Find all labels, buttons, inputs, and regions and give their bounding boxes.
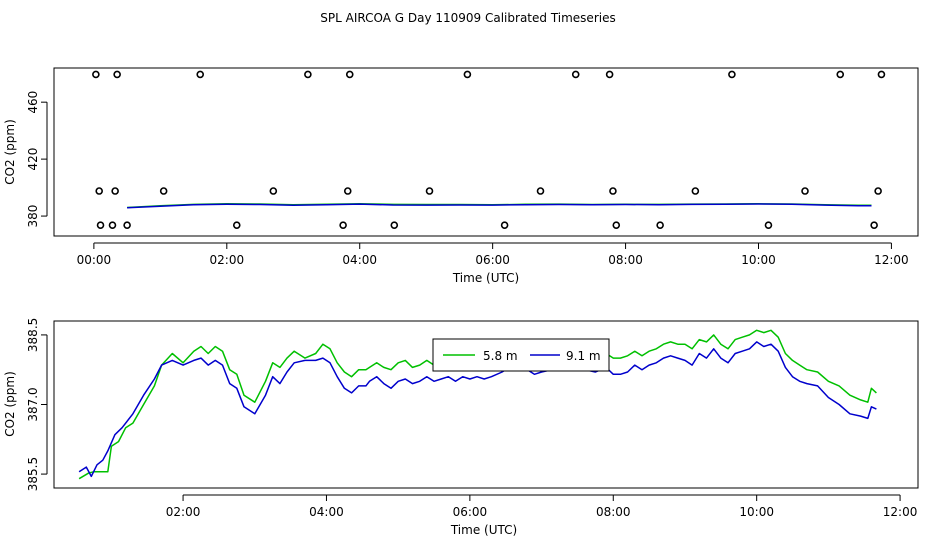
calibration-point: [605, 70, 614, 79]
x-tick-label: 10:00: [741, 253, 776, 267]
calibration-point: [304, 70, 312, 79]
x-tick-label: 04:00: [342, 253, 377, 267]
x-tick-label: 04:00: [309, 505, 344, 519]
calibration-point: [463, 70, 472, 79]
calibration-point: [836, 70, 845, 79]
calibration-point: [500, 221, 509, 229]
calibration-point: [92, 70, 100, 79]
top-series-lines: [127, 202, 872, 209]
calibration-point: [609, 187, 617, 195]
top-panel: 00:00 02:00 04:00 06:00 08:00 10:00 12:00 380 4…: [3, 67, 919, 285]
figure-title: SPL AIRCOA G Day 110909 Calibrated Times…: [320, 11, 615, 25]
top-x-axis: 00:00 02:00 04:00 06:00 08:00 10:00 12:00: [77, 242, 909, 267]
calibration-point: [571, 70, 580, 79]
bottom-y-axis: 385.5 387.0 388.5: [26, 318, 48, 491]
legend-label-5-8m: 5.8 m: [483, 349, 518, 363]
calibration-point: [111, 187, 119, 195]
y-tick-label: 387.0: [26, 387, 40, 421]
x-tick-label: 02:00: [166, 505, 201, 519]
top-plot-frame: [53, 67, 919, 237]
y-tick-label: 380: [26, 205, 40, 228]
top-y-axis-label: CO2 (ppm): [3, 119, 17, 185]
series-line-9-1-m: [78, 341, 877, 478]
bottom-x-axis: 02:00 04:00 06:00 08:00 10:00 12:00: [166, 494, 918, 519]
calibration-point: [339, 221, 347, 229]
y-tick-label: 385.5: [26, 457, 40, 491]
calibration-point: [801, 187, 809, 195]
x-tick-label: 02:00: [210, 253, 245, 267]
calibration-point: [345, 70, 354, 79]
bottom-legend: 5.8 m 9.1 m: [432, 338, 610, 372]
calibration-point: [123, 221, 131, 229]
calibration-point: [196, 70, 205, 79]
calibration-point: [536, 187, 545, 195]
top-x-axis-label: Time (UTC): [452, 271, 519, 285]
bottom-x-axis-label: Time (UTC): [450, 523, 517, 537]
y-tick-label: 388.5: [26, 318, 40, 352]
calibration-point: [877, 70, 886, 79]
calibration-point: [269, 187, 278, 195]
x-tick-label: 00:00: [77, 253, 112, 267]
bottom-panel: 02:00 04:00 06:00 08:00 10:00 12:00 385.5 387.…: [3, 318, 919, 537]
calibration-point: [343, 187, 352, 195]
y-tick-label: 420: [26, 148, 40, 171]
calibration-point: [232, 221, 241, 229]
x-tick-label: 08:00: [596, 505, 631, 519]
calibration-point: [113, 70, 121, 79]
x-tick-label: 06:00: [453, 505, 488, 519]
calibration-point: [870, 221, 878, 229]
x-tick-label: 10:00: [739, 505, 774, 519]
y-tick-label: 460: [26, 91, 40, 114]
calibration-point: [764, 221, 773, 229]
x-tick-label: 12:00: [883, 505, 918, 519]
calibration-point: [159, 187, 168, 195]
calibration-point: [425, 187, 434, 195]
x-tick-label: 06:00: [475, 253, 510, 267]
calibration-point: [390, 221, 399, 229]
calibration-point: [108, 221, 117, 229]
calibration-point: [874, 187, 882, 195]
bottom-y-axis-label: CO2 (ppm): [3, 371, 17, 437]
calibration-point: [728, 70, 736, 79]
calibration-point: [691, 187, 700, 195]
calibration-point: [95, 187, 103, 195]
bottom-plot-frame: [53, 320, 919, 489]
top-calibration-points: [92, 70, 886, 229]
top-y-axis: 380 420 460: [26, 91, 48, 228]
legend-label-9-1m: 9.1 m: [566, 349, 601, 363]
calibration-point: [612, 221, 621, 229]
calibration-point: [656, 221, 664, 229]
x-tick-label: 08:00: [608, 253, 643, 267]
calibration-point: [96, 221, 105, 229]
series-line-9-1-m: [127, 203, 872, 209]
x-tick-label: 12:00: [874, 253, 909, 267]
